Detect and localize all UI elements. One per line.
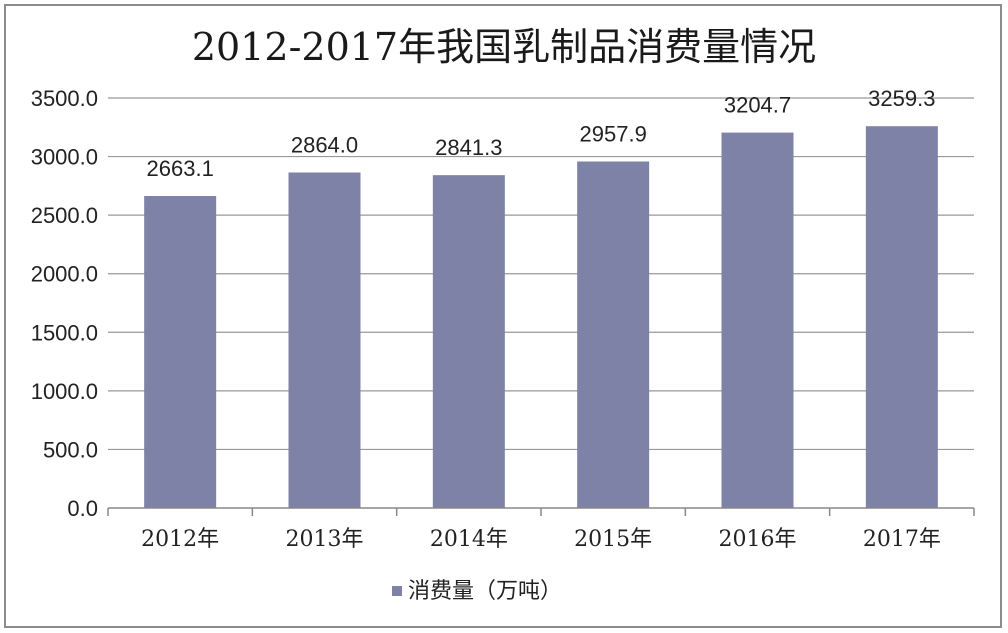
bar xyxy=(432,175,505,509)
y-tick-label: 500.0 xyxy=(43,437,98,462)
legend-swatch xyxy=(392,586,402,596)
y-axis-ticks: 0.0 500.0 1000.0 1500.0 2000.0 2500.0 3000.0 35… xyxy=(31,86,98,521)
data-label: 3259.3 xyxy=(868,86,935,111)
chart-title: 2012-2017年我国乳制品消费量情况 xyxy=(192,25,816,69)
data-label: 2841.3 xyxy=(435,135,502,160)
data-labels: 2663.1 2864.0 2841.3 2957.9 3204.7 3259.3 xyxy=(147,86,936,181)
data-label: 2663.1 xyxy=(147,156,214,181)
y-tick-label: 0.0 xyxy=(67,496,98,521)
grid-lines xyxy=(108,97,974,451)
x-tick-label: 2012年 xyxy=(141,527,219,552)
x-axis: 2012年 2013年 2014年 2015年 2016年 2017年 xyxy=(107,507,975,552)
y-tick-label: 2000.0 xyxy=(31,262,98,287)
x-tick-label: 2014年 xyxy=(430,527,508,552)
x-tick-label: 2017年 xyxy=(863,527,941,552)
data-label: 3204.7 xyxy=(724,93,791,118)
bar xyxy=(288,172,361,508)
data-label: 2957.9 xyxy=(580,122,647,147)
y-tick-label: 1500.0 xyxy=(31,320,98,345)
bar xyxy=(721,132,794,508)
x-tick-label: 2016年 xyxy=(719,527,797,552)
data-label: 2864.0 xyxy=(291,133,358,158)
y-tick-label: 3000.0 xyxy=(31,145,98,170)
y-tick-label: 3500.0 xyxy=(31,86,98,111)
x-tick-label: 2015年 xyxy=(574,527,652,552)
bar xyxy=(577,161,650,508)
x-tick-label: 2013年 xyxy=(286,527,364,552)
bar xyxy=(865,126,938,508)
bar xyxy=(144,196,217,508)
legend: 消费量（万吨） xyxy=(392,579,562,604)
y-tick-label: 2500.0 xyxy=(31,203,98,228)
y-tick-label: 1000.0 xyxy=(31,379,98,404)
legend-label: 消费量（万吨） xyxy=(408,579,562,604)
bars xyxy=(144,126,938,509)
